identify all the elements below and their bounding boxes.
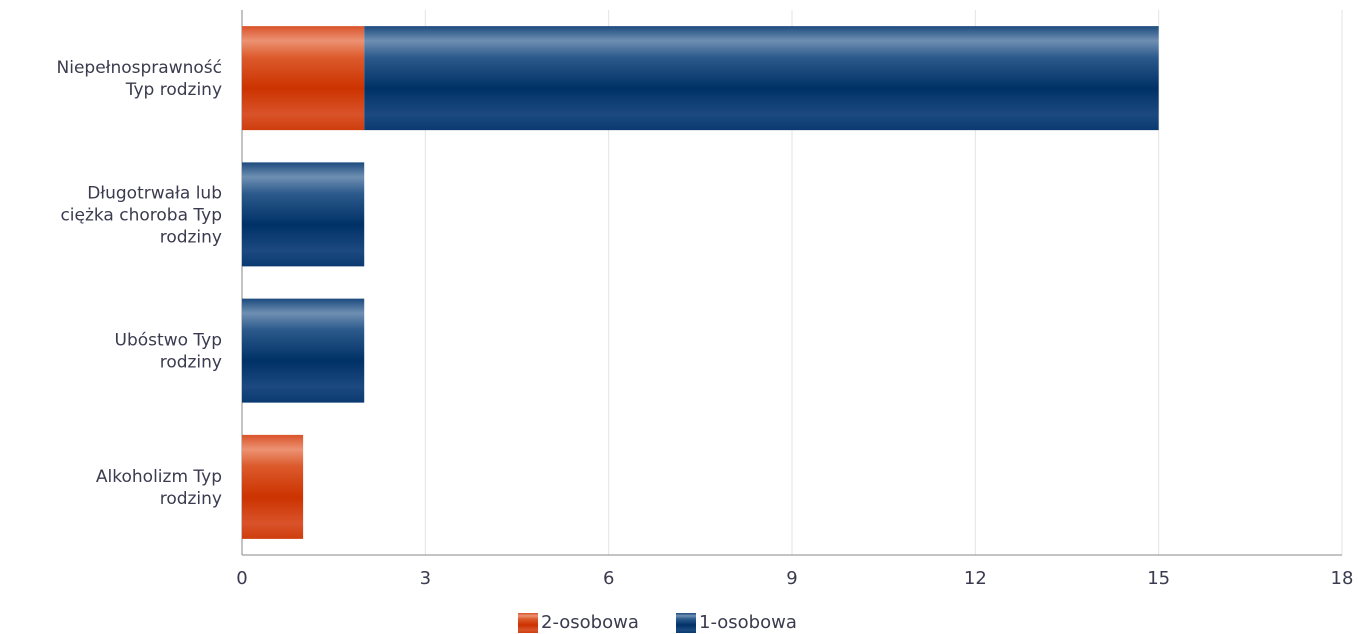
bar-1-osobowa-0 (364, 26, 1159, 131)
x-tick-label-9: 9 (786, 568, 797, 589)
category-label-3: Alkoholizm Typ rodziny (96, 467, 222, 509)
bars (242, 26, 1159, 539)
category-label-2: Ubóstwo Typ rodziny (115, 331, 222, 373)
x-tick-label-12: 12 (964, 568, 987, 589)
bar-2-osobowa-0 (242, 26, 365, 131)
category-label-1: Długotrwała lub ciężka choroba Typ rodziny (60, 183, 222, 247)
legend-label-1-osobowa: 1-osobowa (699, 612, 797, 633)
x-tick-label-6: 6 (603, 568, 614, 589)
legend-label-2-osobowa: 2-osobowa (541, 612, 639, 633)
bar-1-osobowa-2 (242, 298, 365, 403)
bar-1-osobowa-1 (242, 162, 365, 267)
x-tick-label-15: 15 (1147, 568, 1170, 589)
x-tick-label-0: 0 (236, 568, 247, 589)
x-tick-label-18: 18 (1331, 568, 1354, 589)
x-tick-label-3: 3 (420, 568, 431, 589)
category-label-0: Niepełnosprawność Typ rodziny (57, 58, 223, 100)
bar-2-osobowa-3 (242, 434, 304, 539)
legend-swatch-1-osobowa (676, 613, 696, 633)
legend-swatch-2-osobowa (518, 613, 538, 633)
category-labels: Niepełnosprawność Typ rodziny Długotrwała … (57, 58, 223, 509)
legend: 2-osobowa 1-osobowa (518, 612, 797, 633)
x-tick-labels: 0 3 6 9 12 15 18 (236, 568, 1353, 589)
